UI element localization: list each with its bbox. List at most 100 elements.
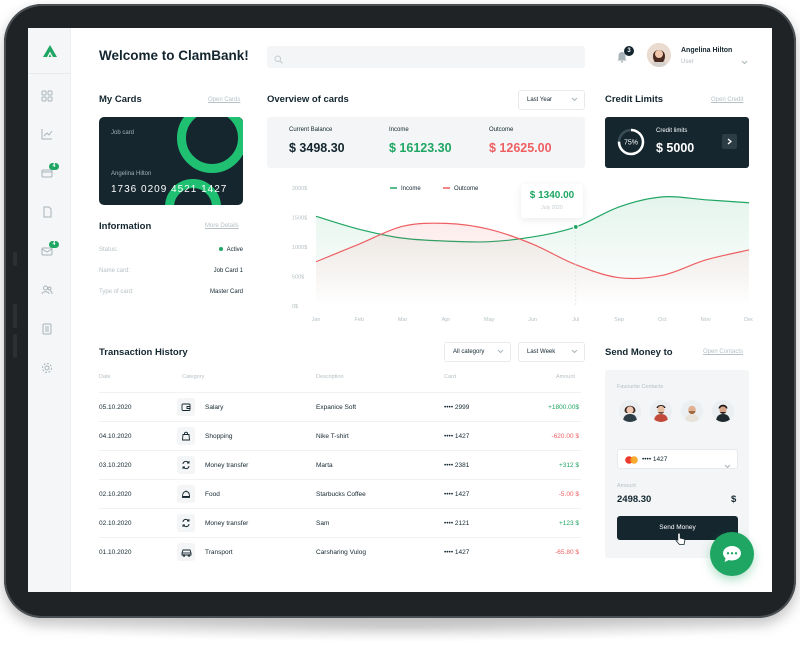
selected-card: •••• 1427	[642, 456, 668, 463]
tx-category: Money transfer	[205, 462, 249, 469]
tx-description: Starbucks Coffee	[316, 491, 366, 498]
tx-category: Food	[205, 491, 220, 498]
x-tick-label: Mar	[398, 317, 408, 323]
more-details-link[interactable]: More Details	[205, 223, 239, 229]
category-filter[interactable]: All category	[444, 342, 511, 362]
status-dot	[218, 247, 223, 252]
info-row-type: Type of card: Master Card	[99, 289, 243, 301]
volume-button	[13, 304, 17, 328]
credit-arrow-button[interactable]	[722, 134, 737, 149]
transfer-icon	[177, 456, 195, 474]
credit-label: Credit limits	[656, 128, 688, 134]
tx-amount: -620.00 $	[551, 433, 579, 440]
search-input[interactable]	[267, 46, 585, 68]
x-tick-label: Nov	[701, 317, 711, 323]
volume-button	[13, 252, 17, 266]
overview-value: $ 3498.30	[289, 141, 345, 155]
credit-limits-card: 75% Credit limits $ 5000	[605, 117, 749, 168]
card-select[interactable]: •••• 1427	[617, 449, 738, 469]
credit-value: $ 5000	[656, 141, 695, 155]
contact-avatar[interactable]	[681, 400, 703, 422]
overview-summary: Current Balance $ 3498.30 Income $ 16123…	[267, 117, 585, 168]
tx-card: •••• 2121	[444, 520, 470, 527]
chat-button[interactable]	[710, 532, 754, 576]
tooltip-value: $ 1340.00	[529, 190, 575, 201]
open-cards-link[interactable]: Open Cards	[208, 97, 241, 103]
open-contacts-link[interactable]: Open Contacts	[703, 349, 744, 355]
chevron-down-icon	[571, 349, 578, 356]
overview-title: Overview of cards	[267, 94, 349, 105]
tx-amount: +1800.00$	[548, 404, 579, 411]
legend-label: Outcome	[454, 186, 479, 192]
overview-chart: 2000$ 1500$ 1000$ 500$ 0$ Jan Feb Mar Apr May Jun J…	[292, 186, 753, 323]
info-value: Active	[218, 247, 243, 253]
app-screen: 4 4 Welcome to ClamBank! 3 Angelina Hilt…	[28, 28, 772, 592]
y-tick-label: 500$	[292, 275, 304, 281]
x-tick-label: Sep	[614, 317, 624, 323]
table-row[interactable]: 05.10.2020 Salary Expanice Soft •••• 299…	[99, 392, 581, 421]
open-credit-link[interactable]: Open Credit	[711, 97, 744, 103]
clambank-logo[interactable]	[28, 28, 71, 74]
x-tick-label: Jul	[572, 317, 579, 323]
overview-label: Outcome	[489, 127, 514, 133]
tx-category: Shopping	[205, 433, 233, 440]
bank-card[interactable]: Job card Angelina Hilton 1736 0209 4521 …	[99, 117, 243, 205]
wallet-icon[interactable]	[39, 165, 55, 181]
tx-date: 02.10.2020	[99, 491, 132, 498]
table-row[interactable]: 02.10.2020 Food Starbucks Coffee •••• 14…	[99, 479, 581, 508]
info-value: Job Card 1	[213, 268, 243, 274]
contact-avatar[interactable]	[712, 400, 734, 422]
document-icon[interactable]	[39, 204, 55, 220]
info-label: Name card:	[99, 268, 131, 274]
calendar-icon[interactable]	[39, 321, 55, 337]
table-row[interactable]: 01.10.2020 Transport Carsharing Vulog ••…	[99, 537, 581, 566]
page-title: Welcome to ClamBank!	[99, 48, 249, 63]
user-role: User	[681, 59, 694, 65]
credit-percent: 75%	[624, 140, 638, 147]
chevron-right-icon	[727, 138, 732, 145]
overview-label: Current Balance	[289, 127, 333, 133]
column-header-amount: Amount	[556, 374, 575, 380]
x-tick-label: Dec	[744, 317, 753, 323]
tx-card: •••• 2999	[444, 404, 470, 411]
car-icon	[177, 543, 195, 561]
table-row[interactable]: 03.10.2020 Money transfer Marta •••• 238…	[99, 450, 581, 479]
contact-avatar[interactable]	[650, 400, 672, 422]
x-tick-label: May	[484, 317, 495, 323]
tx-date: 05.10.2020	[99, 404, 132, 411]
y-tick-label: 0$	[292, 304, 298, 310]
tx-date: 03.10.2020	[99, 462, 132, 469]
transactions-title: Transaction History	[99, 347, 188, 358]
info-label: Type of card:	[99, 289, 134, 295]
table-row[interactable]: 04.10.2020 Shopping Nike T-shirt •••• 14…	[99, 421, 581, 450]
users-icon[interactable]	[39, 282, 55, 298]
tx-card: •••• 2381	[444, 462, 470, 469]
x-tick-label: Jun	[528, 317, 537, 323]
table-row[interactable]: 02.10.2020 Money transfer Sam •••• 2121 …	[99, 508, 581, 537]
y-tick-label: 1000$	[292, 245, 307, 251]
tx-description: Marta	[316, 462, 333, 469]
info-row-status: Status: Active	[99, 247, 243, 259]
analytics-icon[interactable]	[39, 126, 55, 142]
tx-amount: -65.80 $	[555, 549, 579, 556]
contact-avatar[interactable]	[619, 400, 641, 422]
credit-limits-title: Credit Limits	[605, 94, 664, 105]
settings-icon[interactable]	[39, 360, 55, 376]
mastercard-icon	[625, 456, 638, 464]
dashboard-icon[interactable]	[39, 88, 55, 104]
x-tick-label: Oct	[658, 317, 667, 323]
period-filter[interactable]: Last Week	[518, 342, 585, 362]
tx-card: •••• 1427	[444, 491, 470, 498]
information-title: Information	[99, 221, 152, 232]
chevron-down-icon[interactable]	[741, 52, 748, 70]
period-select[interactable]: Last Year	[518, 90, 585, 110]
favourite-contacts-label: Favourite Contacts	[617, 384, 664, 390]
mail-icon[interactable]	[39, 243, 55, 259]
tx-description: Sam	[316, 520, 330, 527]
tx-date: 04.10.2020	[99, 433, 132, 440]
legend-label: Income	[401, 186, 421, 192]
amount-input[interactable]: 2498.30	[617, 494, 652, 505]
overview-value: $ 16123.30	[389, 141, 452, 155]
sidebar: 4 4	[28, 28, 71, 592]
avatar[interactable]	[647, 43, 671, 67]
